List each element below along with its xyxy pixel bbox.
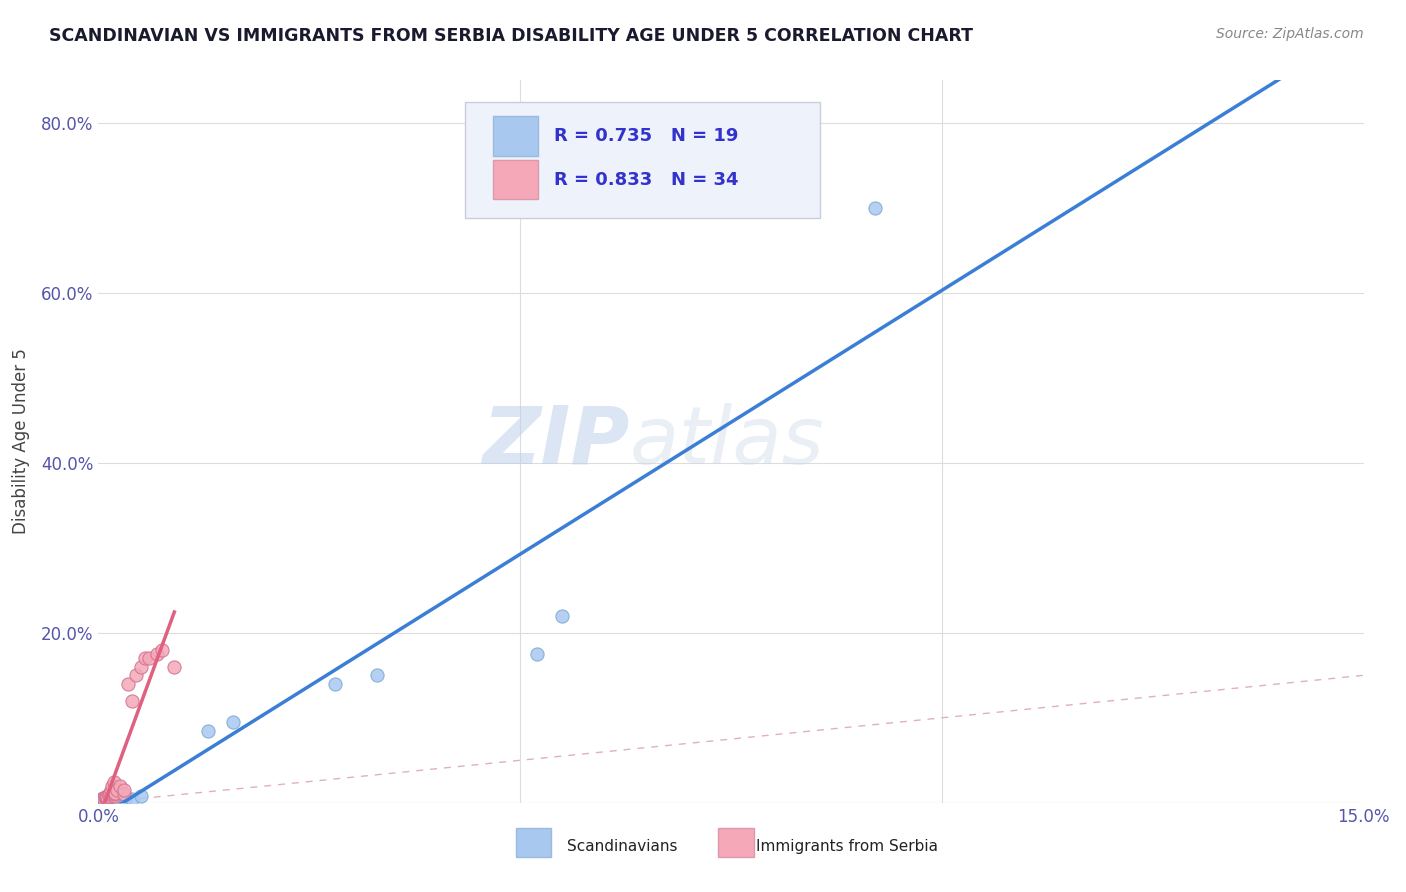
Point (104, 792, 127, 806)
Point (104, 789, 127, 803)
Point (163, 660, 186, 674)
Bar (494, 117, 537, 156)
Point (103, 793, 125, 807)
Text: R = 0.833   N = 34: R = 0.833 N = 34 (554, 170, 738, 188)
Point (100, 791, 122, 805)
Point (104, 787, 127, 801)
Bar (494, 160, 537, 200)
Point (90, 792, 112, 806)
Point (105, 783, 128, 797)
Point (117, 677, 139, 691)
Point (94, 790, 117, 805)
Point (98, 787, 121, 801)
Point (526, 647, 548, 661)
Point (222, 714, 245, 729)
Point (366, 668, 388, 682)
Point (96, 789, 118, 804)
Point (101, 779, 124, 793)
Text: Scandinavians: Scandinavians (567, 838, 678, 854)
Point (91, 791, 114, 805)
Point (121, 694, 143, 708)
Point (90, 793, 112, 807)
Text: SCANDINAVIAN VS IMMIGRANTS FROM SERBIA DISABILITY AGE UNDER 5 CORRELATION CHART: SCANDINAVIAN VS IMMIGRANTS FROM SERBIA D… (49, 27, 973, 45)
Text: R = 0.735   N = 19: R = 0.735 N = 19 (554, 128, 738, 145)
Point (96, 792, 118, 806)
Point (94, 789, 117, 804)
Point (129, 660, 152, 674)
Point (138, 651, 160, 665)
Point (197, 723, 219, 738)
Point (96, 790, 118, 805)
Point (97, 793, 120, 807)
Point (100, 783, 122, 797)
Point (112, 787, 135, 801)
Point (112, 790, 135, 805)
Point (94, 792, 117, 806)
Point (103, 774, 125, 789)
Point (104, 786, 127, 800)
Bar (516, 828, 551, 857)
Point (129, 789, 152, 803)
Point (105, 792, 128, 806)
Point (121, 791, 143, 805)
Bar (718, 828, 754, 857)
Point (93, 790, 115, 805)
Point (108, 779, 131, 793)
Point (150, 642, 173, 657)
Point (98, 786, 121, 800)
Point (91, 793, 114, 807)
Text: Immigrants from Serbia: Immigrants from Serbia (756, 838, 938, 854)
Point (125, 668, 148, 682)
FancyBboxPatch shape (465, 102, 820, 218)
Point (112, 783, 135, 797)
Point (93, 791, 115, 805)
Point (146, 647, 169, 661)
Point (551, 608, 574, 623)
Point (96, 791, 118, 805)
Point (863, 201, 886, 215)
Point (134, 651, 156, 665)
Text: ZIP: ZIP (482, 402, 630, 481)
Text: atlas: atlas (630, 402, 825, 481)
Point (323, 677, 346, 691)
Point (114, 791, 136, 805)
Point (96, 794, 118, 808)
Point (97, 789, 120, 803)
Point (89, 793, 111, 807)
Text: Source: ZipAtlas.com: Source: ZipAtlas.com (1216, 27, 1364, 41)
Y-axis label: Disability Age Under 5: Disability Age Under 5 (11, 349, 30, 534)
